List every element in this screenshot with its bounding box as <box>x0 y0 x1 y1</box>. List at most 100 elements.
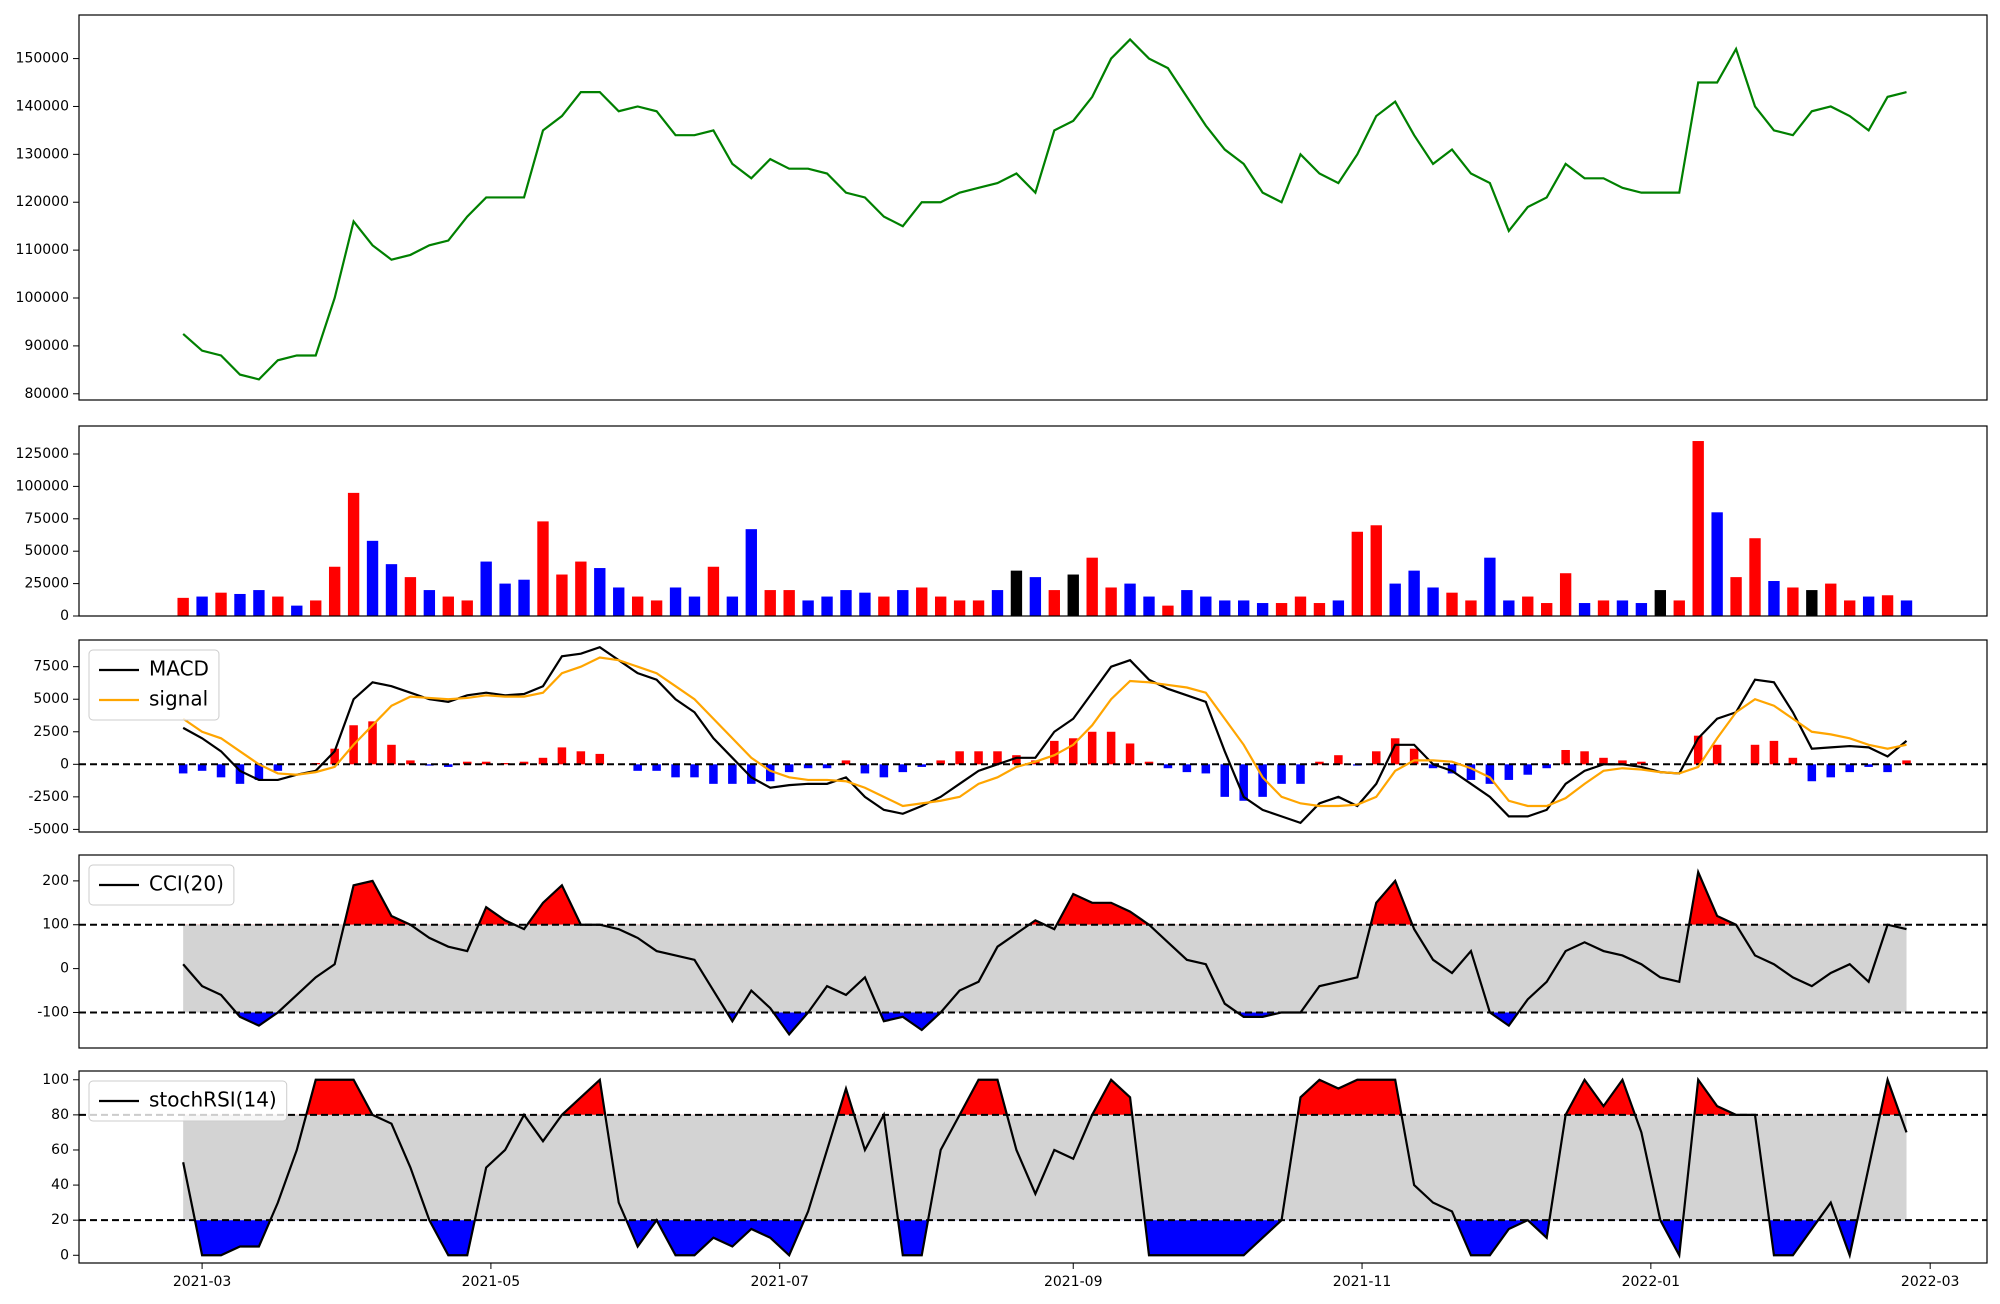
y-tick-label: 130000 <box>16 146 69 162</box>
histogram-bar <box>652 764 661 771</box>
y-tick-label: 0 <box>60 1247 69 1263</box>
volume-bar <box>1597 600 1610 616</box>
y-tick-label: 40 <box>51 1177 69 1193</box>
histogram-bar <box>1883 764 1892 773</box>
y-tick-label: 100000 <box>16 478 69 494</box>
volume-bar <box>253 590 265 616</box>
volume-bar <box>1370 525 1382 616</box>
volume-bar <box>1522 596 1534 616</box>
volume-bar <box>556 574 568 616</box>
y-tick-label: 100 <box>42 1072 69 1088</box>
volume-bar <box>272 596 284 616</box>
volume-bar <box>385 564 398 616</box>
histogram-bar <box>1106 731 1116 765</box>
histogram-bar <box>879 764 889 778</box>
volume-bar <box>821 596 833 616</box>
histogram-bar <box>1239 764 1248 801</box>
volume-bar <box>1616 600 1629 616</box>
histogram-bar <box>1277 764 1286 784</box>
panel: 0 25000 50000 75000 100000 125000 <box>16 425 1988 624</box>
volume-bar <box>1275 603 1288 616</box>
volume-bar <box>1503 600 1515 616</box>
volume-bar <box>1465 600 1477 616</box>
histogram-bar <box>747 764 756 784</box>
axes-frame <box>78 14 1988 401</box>
volume-bar <box>783 590 795 616</box>
volume-bar <box>1200 596 1212 616</box>
volume-bar <box>461 600 473 616</box>
volume-bar <box>177 597 189 616</box>
level-band <box>183 924 1907 1013</box>
histogram-bar <box>1826 764 1836 778</box>
histogram-bar <box>273 764 283 771</box>
histogram-bar <box>1428 764 1438 769</box>
histogram-bar <box>444 764 453 767</box>
histogram-bar <box>1068 738 1078 765</box>
volume-bar <box>310 600 322 616</box>
x-tick-label: 2021-03 <box>173 1274 232 1290</box>
volume-bar <box>1787 587 1799 616</box>
plot-area <box>79 868 1987 1037</box>
panel: -5000 -2500 0 2500 5000 7500 MACD signal <box>28 639 1988 837</box>
volume-bar <box>1048 590 1060 616</box>
histogram-bar <box>1618 760 1627 765</box>
volume-bar <box>1730 577 1742 616</box>
volume-bar <box>934 596 947 616</box>
volume-bar <box>480 561 492 616</box>
histogram-bar <box>235 764 245 784</box>
histogram-bar <box>1637 761 1646 765</box>
histogram-bar <box>481 761 491 765</box>
histogram-bar <box>1050 740 1059 765</box>
histogram-bar <box>1523 764 1533 775</box>
volume-bar <box>594 568 606 616</box>
histogram-bar <box>1182 764 1192 773</box>
volume-bar <box>1749 538 1761 616</box>
volume-bar <box>1881 595 1894 616</box>
volume-bar <box>631 596 644 616</box>
histogram-bar <box>1750 744 1760 765</box>
y-tick-label: 0 <box>60 608 69 624</box>
volume-bar <box>669 587 682 616</box>
x-tick-label: 2021-05 <box>462 1274 521 1290</box>
volume-bar <box>1711 512 1723 616</box>
histogram-bar <box>178 764 188 774</box>
y-tick-label: 0 <box>60 961 69 977</box>
y-tick-label: -100 <box>37 1004 69 1020</box>
y-tick-label: 140000 <box>16 98 69 114</box>
volume-bar <box>442 596 454 616</box>
histogram-bar <box>784 764 794 773</box>
axes-frame <box>78 639 1988 833</box>
volume-bar <box>1124 583 1136 616</box>
volume-bar <box>1408 570 1420 616</box>
histogram-bar <box>216 764 226 778</box>
level-band <box>183 1114 1907 1221</box>
volume-bar <box>1332 600 1345 616</box>
series-line <box>182 1075 1908 1260</box>
histogram-bar <box>557 747 567 765</box>
y-tick-label: 125000 <box>16 446 69 462</box>
y-tick-label: -5000 <box>28 821 69 837</box>
histogram-bar <box>1390 738 1400 765</box>
series-line <box>182 868 1907 1037</box>
volume-bar <box>404 577 417 616</box>
y-tick-label: 80 <box>51 1107 69 1123</box>
legend-box <box>88 864 235 906</box>
upper-fill <box>183 872 1907 925</box>
volume-bar <box>518 579 530 616</box>
histogram-bar <box>368 721 377 765</box>
volume-bar <box>1900 600 1913 616</box>
volume-bar <box>972 600 985 616</box>
histogram-bar <box>1258 764 1267 797</box>
histogram-bar <box>1125 743 1135 765</box>
volume-bar <box>745 529 757 616</box>
plot-area <box>182 37 1907 381</box>
volume-bar <box>215 592 227 616</box>
volume-bar <box>764 590 776 616</box>
volume-bar <box>613 587 625 616</box>
volume-bar <box>1541 603 1553 616</box>
volume-bar <box>1692 441 1704 616</box>
histogram-bar <box>671 764 680 778</box>
histogram-bar <box>1902 760 1911 765</box>
histogram-bar <box>254 764 264 780</box>
